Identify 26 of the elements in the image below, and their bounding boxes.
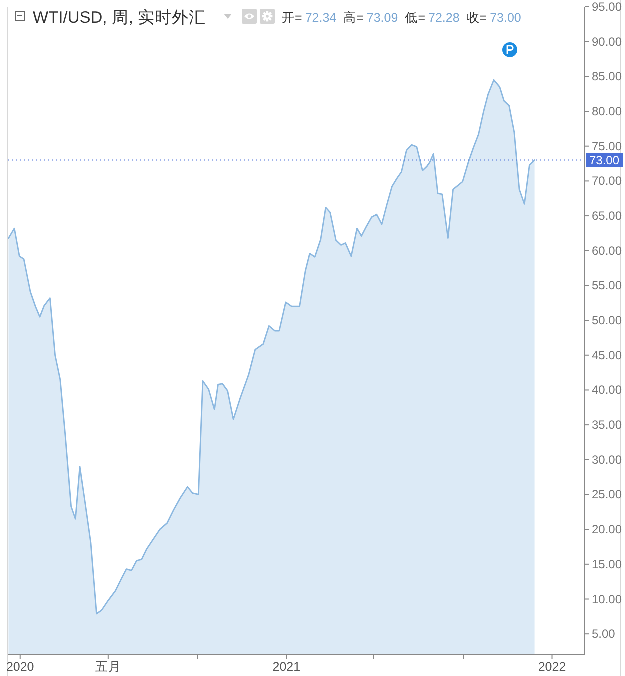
y-tick-label: 60.00 xyxy=(592,244,622,258)
y-tick-label: 70.00 xyxy=(592,174,622,188)
y-tick-label: 75.00 xyxy=(592,139,622,154)
chart-title: WTI/USD, 周, 实时外汇 xyxy=(33,8,206,27)
y-tick-label: 90.00 xyxy=(592,34,622,49)
y-tick-label: 55.00 xyxy=(592,278,622,293)
x-tick-label: 2021 xyxy=(272,660,301,674)
y-tick-label: 85.00 xyxy=(592,70,622,84)
y-tick-label: 80.00 xyxy=(592,104,622,119)
y-tick-label: 25.00 xyxy=(592,488,622,502)
x-tick-label: 2022 xyxy=(538,660,566,674)
x-tick-label: 五月 xyxy=(95,660,122,674)
y-tick-label: 35.00 xyxy=(592,418,622,432)
y-tick-label: 45.00 xyxy=(592,348,622,362)
y-tick-label: 5.00 xyxy=(592,627,616,642)
y-tick-label: 95.00 xyxy=(592,0,622,14)
ref-line-label: 73.00 xyxy=(589,153,620,168)
y-tick-label: 50.00 xyxy=(592,314,622,328)
y-tick-label: 15.00 xyxy=(592,557,622,572)
y-tick-label: 10.00 xyxy=(592,592,622,606)
y-tick-label: 20.00 xyxy=(592,522,622,537)
y-tick-label: 40.00 xyxy=(592,383,622,398)
chart-subtitle: 开= 72.34 高= 73.09 低= 72.28 收= 73.00 xyxy=(282,10,522,25)
y-tick-label: 30.00 xyxy=(592,452,622,467)
x-tick-label: 2020 xyxy=(6,660,34,674)
y-tick-label: 65.00 xyxy=(592,209,622,224)
